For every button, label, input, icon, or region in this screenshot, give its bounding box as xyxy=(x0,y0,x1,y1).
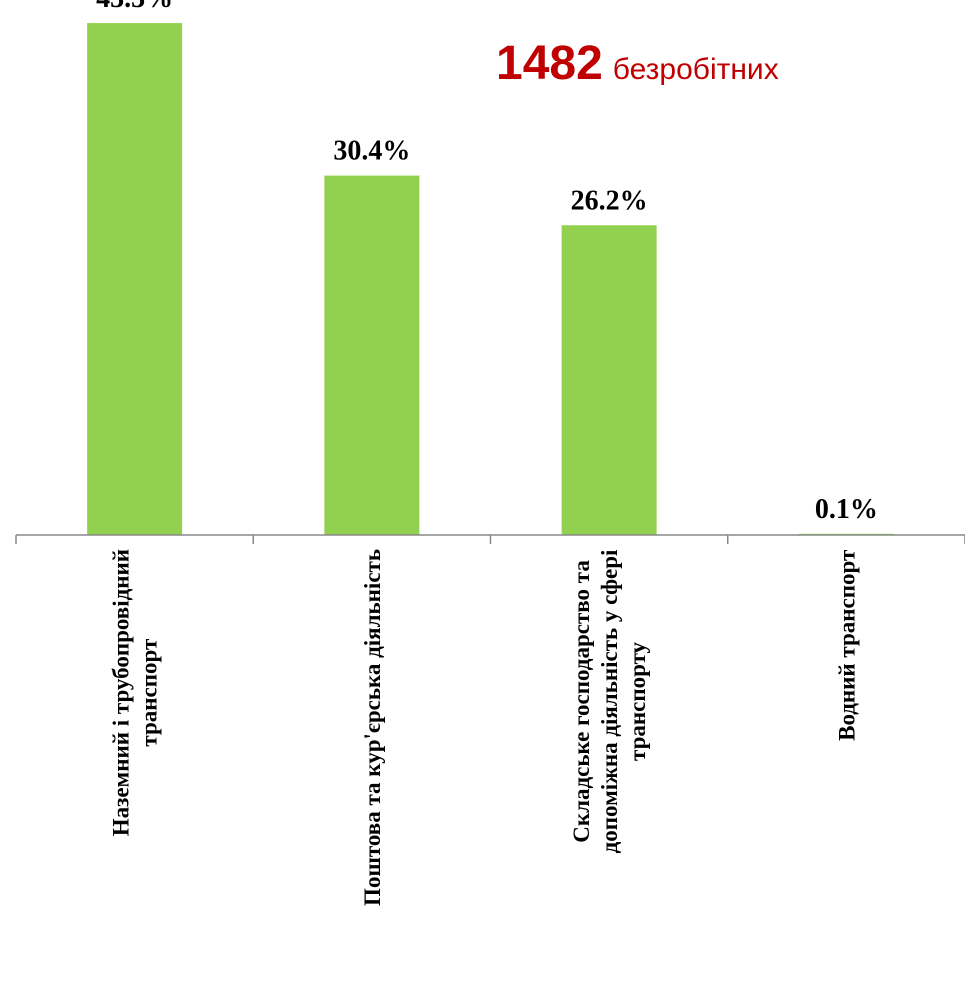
category-label-line: Водний транспорт xyxy=(834,549,859,741)
unemployed-label: безробітних xyxy=(612,53,779,86)
bar-value-label: 30.4% xyxy=(333,136,410,167)
category-label-line: допоміжна діяльність у сфері xyxy=(597,549,622,853)
bar-value-label: 0.1% xyxy=(815,494,878,525)
bar-value-label: 26.2% xyxy=(571,185,648,216)
bar xyxy=(561,225,657,535)
category-label-line: Поштова та кур'єрська діяльність xyxy=(360,549,385,906)
bar-value-label: 43.3% xyxy=(96,0,173,14)
category-label: Наземний і трубопровідний транспорт xyxy=(109,549,162,836)
value-labels-layer: 43.3% 30.4% 26.2% 0.1% xyxy=(96,0,878,525)
category-label: Складське господарство та допоміжна діяль… xyxy=(569,549,650,853)
unemployed-count: 1482 xyxy=(496,37,603,90)
category-label-line: Складське господарство та xyxy=(569,560,594,843)
category-label: Водний транспорт xyxy=(834,549,859,741)
category-label-line: транспорт xyxy=(137,638,162,747)
category-label-line: Наземний і трубопровідний xyxy=(109,549,134,836)
category-label-line: транспорту xyxy=(625,641,650,761)
category-labels-layer: Наземний і трубопровідний транспорт Поштов… xyxy=(109,549,860,906)
bars-layer xyxy=(87,23,894,536)
category-label: Поштова та кур'єрська діяльність xyxy=(360,549,385,906)
x-axis-ticks xyxy=(15,535,965,544)
unemployed-count-headline: 1482 безробітних xyxy=(496,36,779,91)
bar xyxy=(87,23,183,535)
bar xyxy=(324,175,420,536)
